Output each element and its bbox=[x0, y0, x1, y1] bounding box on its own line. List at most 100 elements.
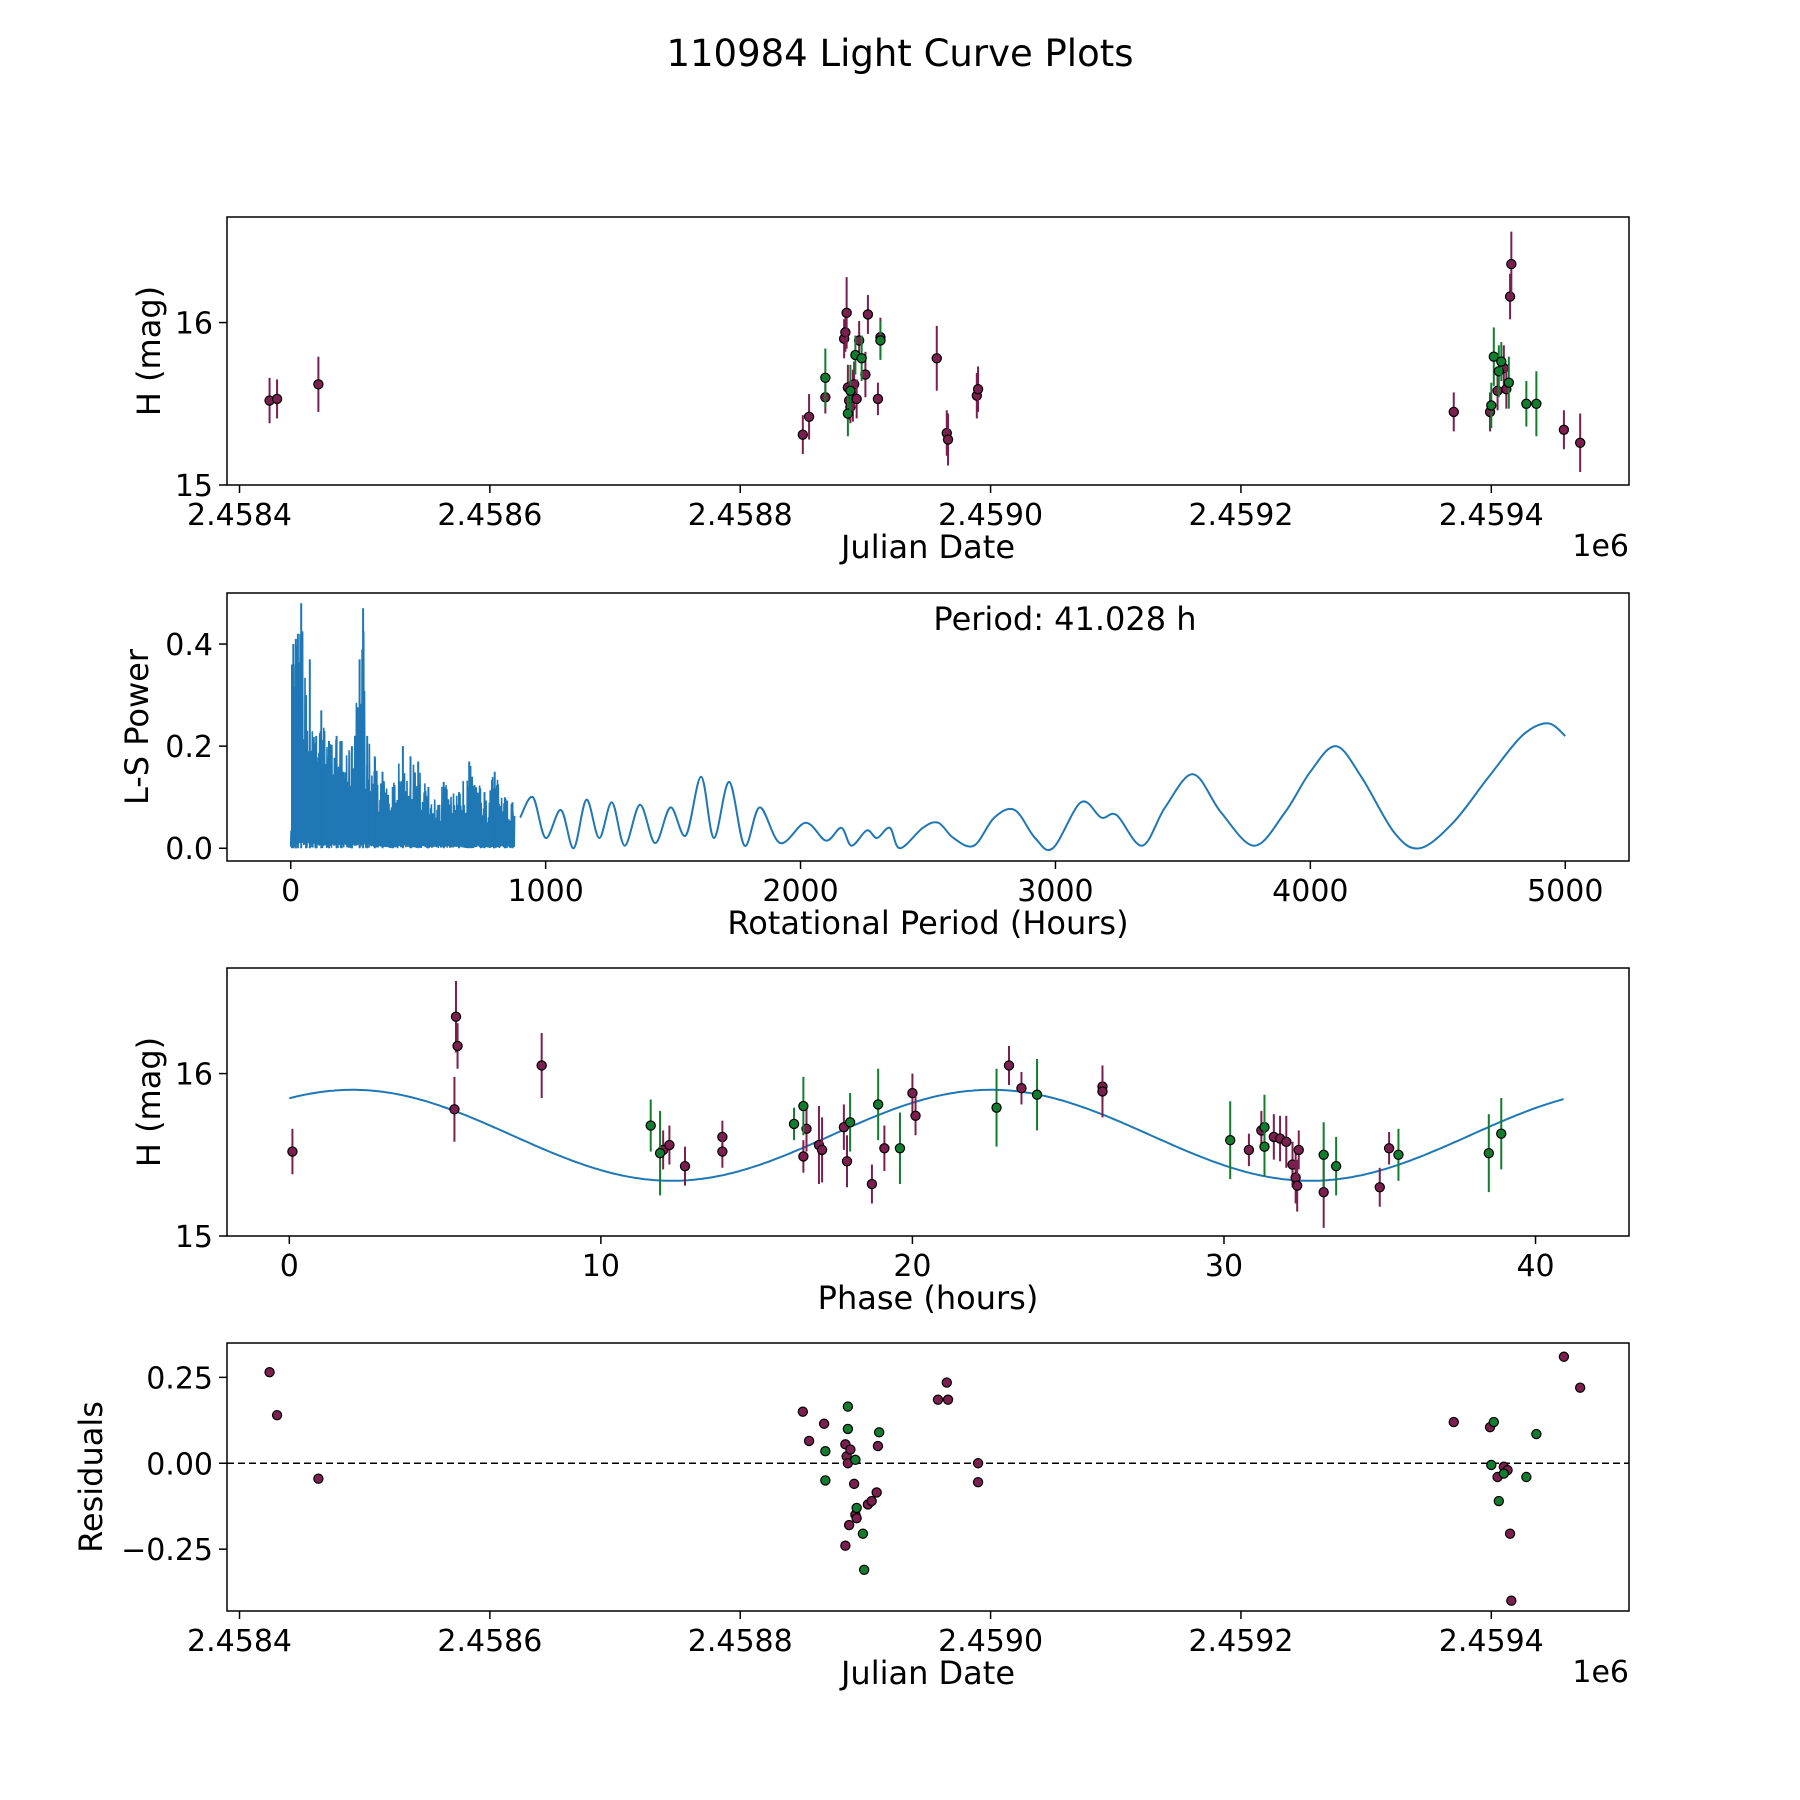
lightcurve-point bbox=[1521, 398, 1532, 409]
residuals-point bbox=[1506, 1595, 1517, 1606]
residuals-point bbox=[873, 1427, 885, 1438]
residuals-xtick-label: 2.4590 bbox=[938, 1624, 1043, 1659]
phased-point bbox=[679, 1160, 691, 1172]
periodogram-xlabel: Rotational Period (Hours) bbox=[727, 904, 1128, 942]
residuals-offset-label: 1e6 bbox=[1572, 1655, 1629, 1690]
lightcurve-xtick-label: 2.4594 bbox=[1439, 498, 1544, 533]
residuals-point bbox=[271, 1409, 283, 1421]
lightcurve-point bbox=[845, 385, 856, 396]
phased-point bbox=[798, 1151, 809, 1162]
residuals-point bbox=[1486, 1459, 1497, 1471]
phased-point bbox=[879, 1143, 890, 1154]
phased-point bbox=[450, 1011, 462, 1022]
phased-point bbox=[841, 1156, 853, 1167]
phased-point bbox=[1281, 1136, 1292, 1147]
periodogram-frame bbox=[226, 592, 1630, 862]
residuals-point bbox=[1493, 1495, 1505, 1507]
residuals-ytick-label: 0.25 bbox=[146, 1361, 213, 1396]
phased-point bbox=[1318, 1149, 1329, 1160]
lightcurve-point bbox=[1574, 437, 1586, 448]
phased-xtick-label: 0 bbox=[280, 1249, 299, 1284]
phased-point bbox=[536, 1060, 547, 1071]
residuals-point bbox=[797, 1406, 809, 1417]
phased-point bbox=[449, 1104, 460, 1115]
lightcurve-point bbox=[862, 309, 874, 320]
residuals-point bbox=[851, 1502, 862, 1514]
residuals-point bbox=[842, 1401, 854, 1412]
periodogram-line bbox=[519, 722, 1566, 852]
phased-panel: 0 10 20 30 40 15 16 Phase (hours) H (mag) bbox=[130, 967, 1630, 1317]
residuals-point bbox=[820, 1446, 831, 1457]
phased-point bbox=[452, 1040, 463, 1052]
phased-point bbox=[654, 1147, 666, 1159]
lightcurve-point bbox=[1504, 291, 1516, 302]
residuals-point bbox=[1558, 1351, 1570, 1362]
residuals-point bbox=[1498, 1468, 1510, 1479]
phased-xtick-label: 30 bbox=[1205, 1249, 1243, 1284]
lightcurve-point bbox=[271, 393, 283, 405]
residuals-point bbox=[820, 1475, 831, 1486]
phased-point bbox=[1003, 1060, 1015, 1071]
residuals-xtick-label: 2.4594 bbox=[1439, 1624, 1544, 1659]
phased-point bbox=[1496, 1128, 1507, 1139]
residuals-point bbox=[972, 1458, 984, 1469]
periodogram-peak bbox=[291, 603, 514, 849]
phased-ticks: 0 10 20 30 40 15 16 bbox=[175, 1058, 1555, 1284]
residuals-xtick-label: 2.4592 bbox=[1188, 1624, 1293, 1659]
lightcurve-point bbox=[942, 434, 954, 445]
residuals-point bbox=[848, 1478, 860, 1490]
residuals-point bbox=[313, 1473, 324, 1484]
phased-point bbox=[1243, 1144, 1255, 1156]
periodogram-xtick-label: 5000 bbox=[1527, 874, 1603, 909]
phased-ytick-label: 15 bbox=[175, 1220, 213, 1255]
phased-point bbox=[844, 1117, 856, 1128]
phased-point bbox=[1031, 1089, 1043, 1100]
residuals-point bbox=[1488, 1416, 1500, 1428]
residuals-xtick-label: 2.4584 bbox=[187, 1624, 292, 1659]
lightcurve-point bbox=[1492, 385, 1503, 396]
lightcurve-xtick-label: 2.4584 bbox=[187, 498, 292, 533]
phased-xtick-label: 40 bbox=[1516, 1249, 1554, 1284]
phased-point bbox=[287, 1146, 298, 1157]
lightcurve-point bbox=[856, 353, 867, 364]
phased-point bbox=[866, 1178, 878, 1190]
lightcurve-point bbox=[851, 393, 862, 405]
lightcurve-ylabel: H (mag) bbox=[130, 286, 168, 416]
lightcurve-xtick-label: 2.4586 bbox=[437, 498, 542, 533]
phased-point bbox=[1393, 1149, 1404, 1160]
residuals-point bbox=[1574, 1382, 1586, 1393]
lightcurve-point bbox=[972, 383, 984, 395]
phased-point bbox=[1374, 1182, 1385, 1193]
residuals-point bbox=[866, 1495, 877, 1507]
phased-point bbox=[1330, 1160, 1342, 1172]
periodogram-ytick-label: 0.2 bbox=[165, 730, 213, 765]
lightcurve-point bbox=[803, 411, 815, 422]
lightcurve-point bbox=[820, 372, 831, 383]
residuals-point bbox=[851, 1513, 862, 1524]
phased-point bbox=[645, 1120, 656, 1131]
residuals-point bbox=[857, 1528, 869, 1539]
residuals-point bbox=[845, 1444, 856, 1455]
residuals-point bbox=[803, 1435, 815, 1447]
lightcurve-marks bbox=[264, 231, 1586, 473]
lightcurve-point bbox=[875, 335, 886, 346]
phased-xlabel: Phase (hours) bbox=[818, 1279, 1039, 1317]
residuals-marks bbox=[227, 1351, 1629, 1606]
residuals-point bbox=[843, 1519, 855, 1531]
period-annotation: Period: 41.028 h bbox=[933, 600, 1196, 638]
phased-point bbox=[1016, 1082, 1027, 1094]
phased-point bbox=[991, 1102, 1002, 1113]
phased-point bbox=[907, 1087, 918, 1099]
lightcurve-ytick-label: 16 bbox=[175, 307, 213, 342]
periodogram-panel: 0 1000 2000 3000 4000 5000 0.0 0.2 0.4 Period: 4… bbox=[118, 592, 1630, 942]
lightcurve-offset-label: 1e6 bbox=[1572, 529, 1629, 564]
residuals-point bbox=[850, 1454, 861, 1466]
residuals-ticks: 2.4584 2.4586 2.4588 2.4590 2.4592 2.4594 0.25… bbox=[121, 1361, 1544, 1659]
phased-ylabel: H (mag) bbox=[130, 1037, 168, 1167]
phased-xtick-label: 10 bbox=[582, 1249, 620, 1284]
lightcurve-point bbox=[1506, 258, 1517, 270]
phased-marks bbox=[287, 980, 1564, 1228]
residuals-point bbox=[1448, 1416, 1459, 1428]
phased-point bbox=[788, 1118, 800, 1130]
lightcurve-point bbox=[1448, 406, 1459, 418]
